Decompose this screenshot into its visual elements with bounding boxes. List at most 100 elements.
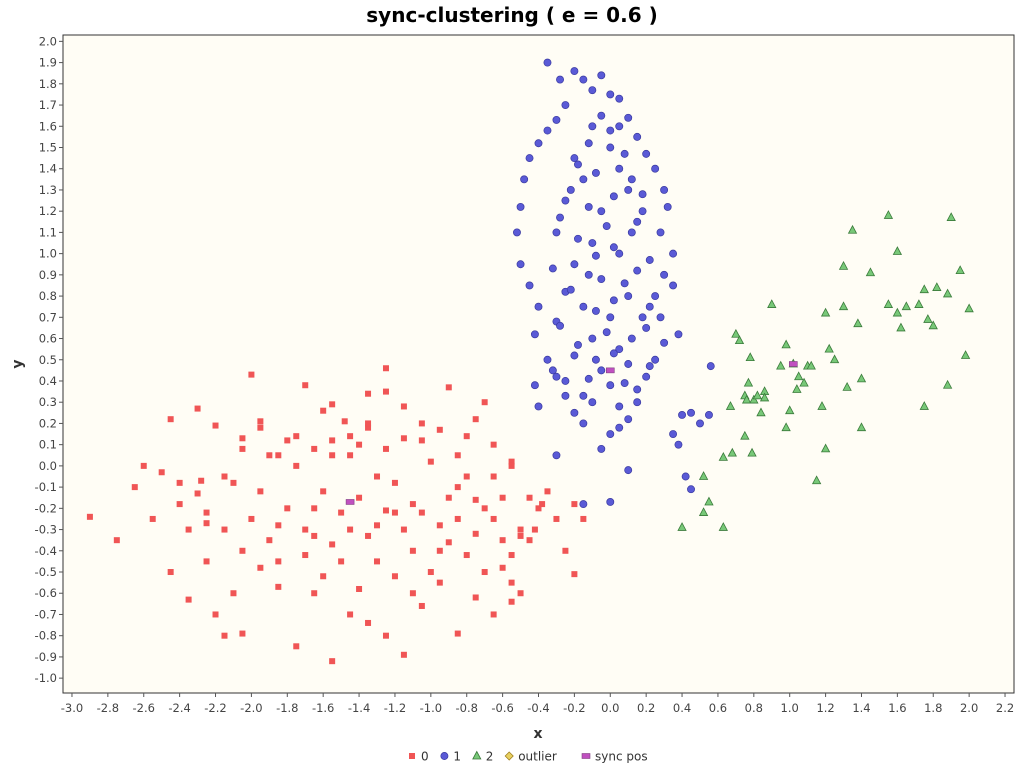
y-tick-label: 1.9 bbox=[39, 56, 57, 70]
point-series-1 bbox=[696, 419, 704, 428]
point-series-2 bbox=[919, 284, 929, 294]
point-series-0 bbox=[293, 433, 300, 440]
point-series-0 bbox=[275, 522, 282, 529]
point-series-2 bbox=[942, 379, 953, 389]
point-series-1 bbox=[525, 281, 534, 290]
point-series-1 bbox=[609, 349, 618, 358]
point-series-2 bbox=[749, 394, 759, 404]
point-series-0 bbox=[293, 643, 300, 650]
x-tick-label: -1.4 bbox=[348, 701, 370, 715]
y-tick-label: -0.9 bbox=[35, 650, 57, 664]
point-series-0 bbox=[176, 479, 183, 486]
legend-label: outlier bbox=[518, 750, 557, 764]
point-series-1 bbox=[633, 398, 642, 407]
y-axis-label: y bbox=[10, 359, 26, 368]
x-tick-label: -1.2 bbox=[384, 701, 406, 715]
point-series-1 bbox=[669, 249, 678, 258]
point-series-0 bbox=[257, 418, 264, 425]
point-series-1 bbox=[579, 391, 588, 400]
point-series-1 bbox=[597, 275, 606, 284]
point-series-0 bbox=[508, 598, 515, 605]
x-tick-label: -2.8 bbox=[97, 701, 119, 715]
point-series-2 bbox=[820, 443, 831, 453]
point-series-1 bbox=[606, 313, 615, 322]
y-tick-label: 2.0 bbox=[39, 34, 57, 48]
legend-marker bbox=[581, 753, 591, 759]
point-series-1 bbox=[597, 111, 606, 120]
point-series-0 bbox=[531, 526, 538, 533]
point-series-0 bbox=[382, 388, 389, 395]
point-series-2 bbox=[932, 282, 942, 291]
point-series-0 bbox=[382, 365, 389, 372]
data-points bbox=[86, 58, 974, 665]
point-series-2 bbox=[955, 265, 965, 275]
point-series-0 bbox=[338, 558, 345, 565]
point-series-0 bbox=[257, 564, 264, 571]
point-series-0 bbox=[131, 484, 138, 491]
point-series-0 bbox=[409, 590, 416, 597]
y-tick-label: -0.4 bbox=[35, 544, 57, 558]
point-series-1 bbox=[660, 338, 669, 347]
point-series-2 bbox=[767, 299, 777, 308]
point-series-1 bbox=[561, 196, 570, 205]
point-series-0 bbox=[418, 509, 425, 516]
point-series-0 bbox=[463, 552, 470, 559]
point-series-0 bbox=[517, 590, 524, 597]
x-tick-label: -2.0 bbox=[240, 701, 262, 715]
point-series-0 bbox=[356, 441, 363, 448]
point-series-0 bbox=[293, 462, 300, 469]
y-tick-label: -0.8 bbox=[35, 629, 57, 643]
point-series-2 bbox=[856, 373, 867, 383]
legend-item-sync-pos: sync pos bbox=[581, 750, 648, 764]
series-2 bbox=[677, 210, 974, 531]
point-series-1 bbox=[669, 281, 678, 290]
point-series-0 bbox=[409, 547, 416, 554]
point-series-0 bbox=[490, 441, 497, 448]
point-series-1 bbox=[570, 408, 579, 417]
point-series-0 bbox=[266, 537, 273, 544]
chart-title: sync-clustering ( e = 0.6 ) bbox=[366, 3, 657, 27]
point-series-0 bbox=[221, 632, 228, 639]
point-series-2 bbox=[752, 390, 763, 400]
point-series-sync-pos bbox=[605, 367, 615, 374]
legend: 0 1 2 outlier sync pos bbox=[409, 750, 648, 764]
point-series-1 bbox=[588, 239, 597, 247]
point-series-0 bbox=[391, 509, 398, 516]
point-series-2 bbox=[740, 430, 750, 440]
point-series-0 bbox=[194, 405, 201, 412]
point-series-1 bbox=[597, 71, 606, 80]
point-series-1 bbox=[642, 372, 651, 381]
point-series-0 bbox=[347, 611, 354, 618]
point-series-0 bbox=[347, 526, 354, 533]
point-series-0 bbox=[275, 583, 282, 590]
x-tick-label: 1.2 bbox=[816, 701, 834, 715]
point-series-1 bbox=[660, 185, 669, 194]
point-series-0 bbox=[472, 530, 479, 537]
point-series-0 bbox=[203, 520, 210, 527]
point-series-1 bbox=[615, 94, 624, 103]
point-series-1 bbox=[570, 154, 579, 163]
legend-item-0: 0 bbox=[409, 750, 429, 764]
x-tick-label: -2.6 bbox=[133, 701, 155, 715]
point-series-2 bbox=[704, 496, 714, 506]
x-tick-label: -0.2 bbox=[563, 701, 585, 715]
point-series-2 bbox=[829, 354, 840, 364]
point-series-0 bbox=[490, 611, 497, 618]
legend-label: 1 bbox=[453, 750, 461, 764]
point-series-0 bbox=[463, 473, 470, 480]
point-series-2 bbox=[856, 422, 867, 432]
point-series-1 bbox=[561, 101, 570, 109]
point-series-2 bbox=[741, 394, 752, 404]
x-tick-label: 0.2 bbox=[637, 701, 655, 715]
point-series-0 bbox=[445, 539, 452, 546]
point-series-1 bbox=[638, 190, 647, 199]
point-series-2 bbox=[747, 447, 757, 457]
point-series-0 bbox=[499, 564, 506, 571]
point-series-1 bbox=[579, 419, 588, 428]
point-series-1 bbox=[584, 202, 593, 211]
point-series-1 bbox=[574, 234, 582, 243]
point-series-1 bbox=[624, 360, 633, 368]
point-series-1 bbox=[633, 132, 642, 141]
